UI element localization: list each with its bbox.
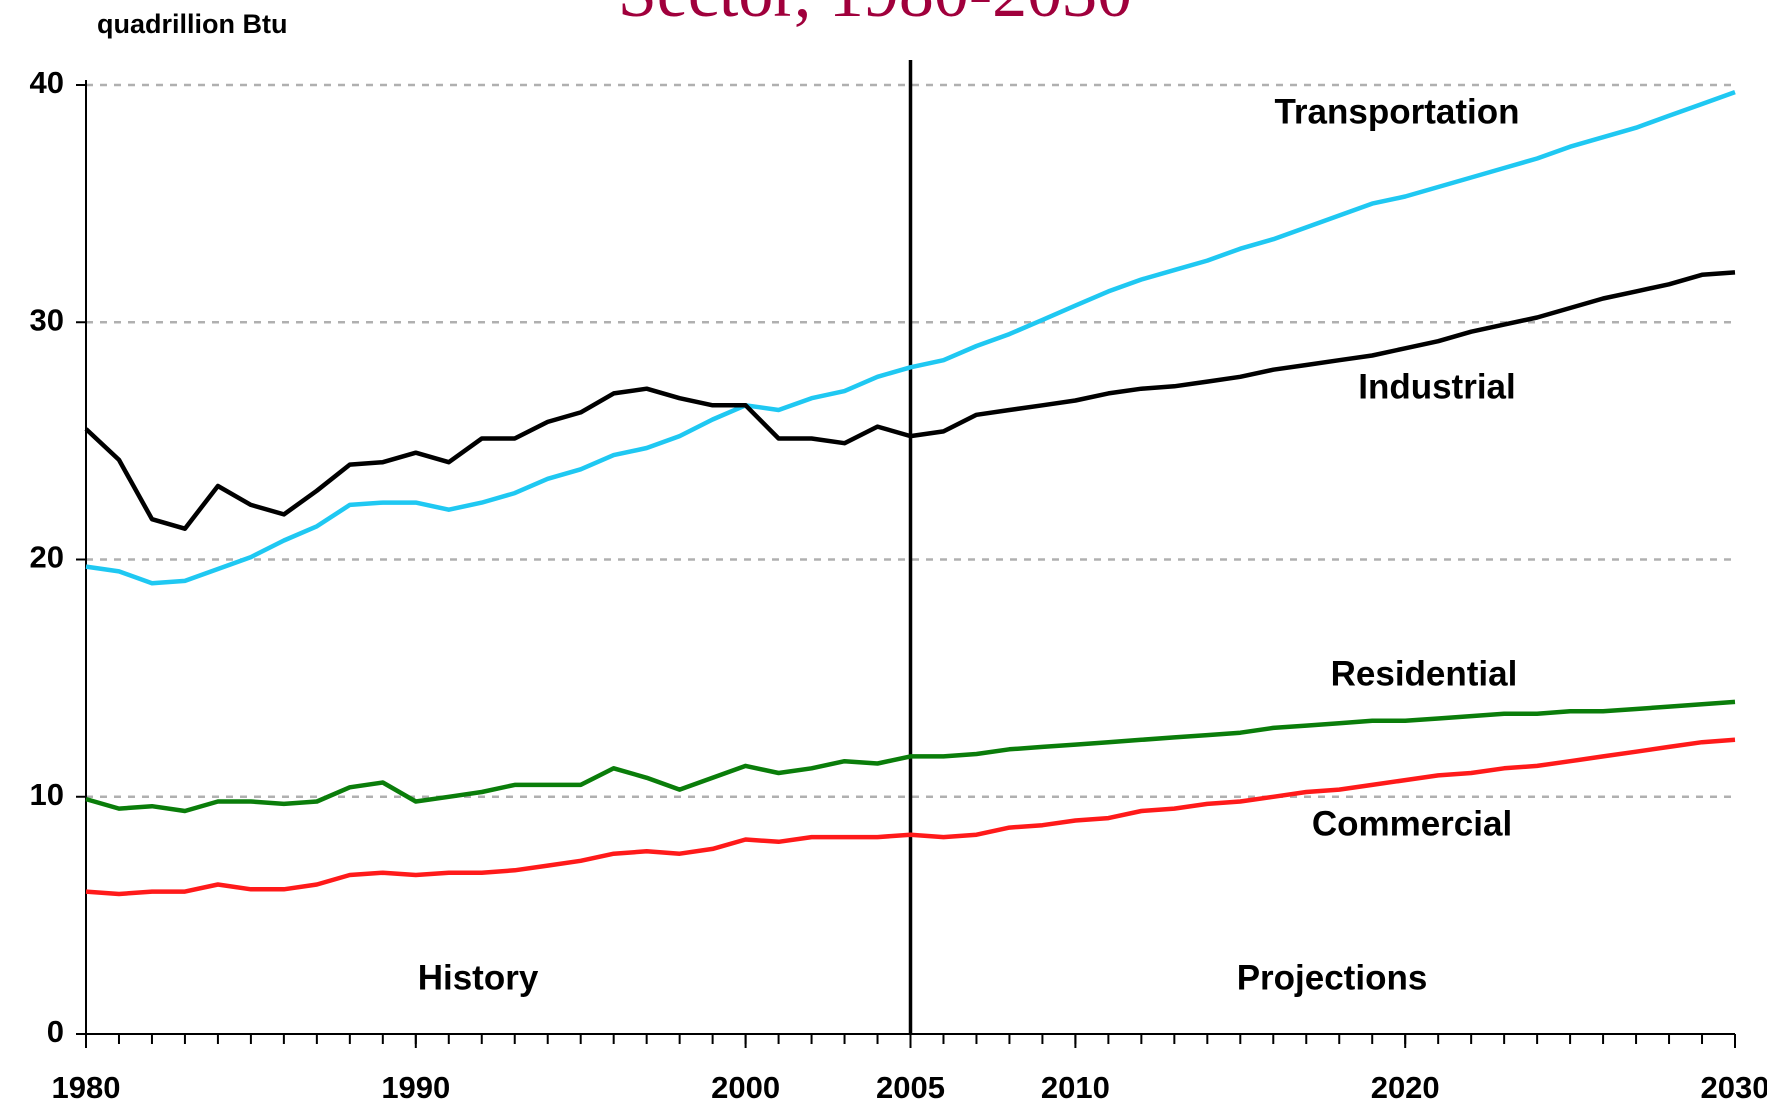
y-axis-label: quadrillion Btu: [97, 9, 287, 39]
annotation: Projections: [1237, 958, 1428, 997]
y-tick-label: 20: [30, 540, 64, 575]
annotation: History: [418, 958, 539, 997]
x-tick-label: 2030: [1701, 1070, 1767, 1102]
series-line: [85, 699, 1736, 814]
x-tick-label: 1980: [52, 1070, 121, 1102]
y-tick-label: 40: [30, 65, 64, 100]
y-tick-label: 10: [30, 777, 64, 812]
x-tick-label: 1990: [381, 1070, 450, 1102]
series-label: Transportation: [1274, 92, 1519, 131]
series-line: [85, 737, 1736, 897]
series-label: Commercial: [1312, 804, 1512, 843]
x-tick-label: 2010: [1041, 1070, 1110, 1102]
series-line: [84, 270, 1736, 531]
x-tick-label: 2000: [711, 1070, 780, 1102]
y-tick-label: 30: [30, 302, 64, 337]
chart-title: Sector, 1980-2030: [618, 0, 1132, 32]
series-line: [85, 89, 1736, 586]
series-label: Industrial: [1358, 367, 1516, 406]
x-tick-label: 2005: [876, 1070, 945, 1102]
x-tick-label: 2020: [1371, 1070, 1440, 1102]
y-tick-label: 0: [47, 1014, 64, 1049]
series-label: Residential: [1331, 654, 1518, 693]
